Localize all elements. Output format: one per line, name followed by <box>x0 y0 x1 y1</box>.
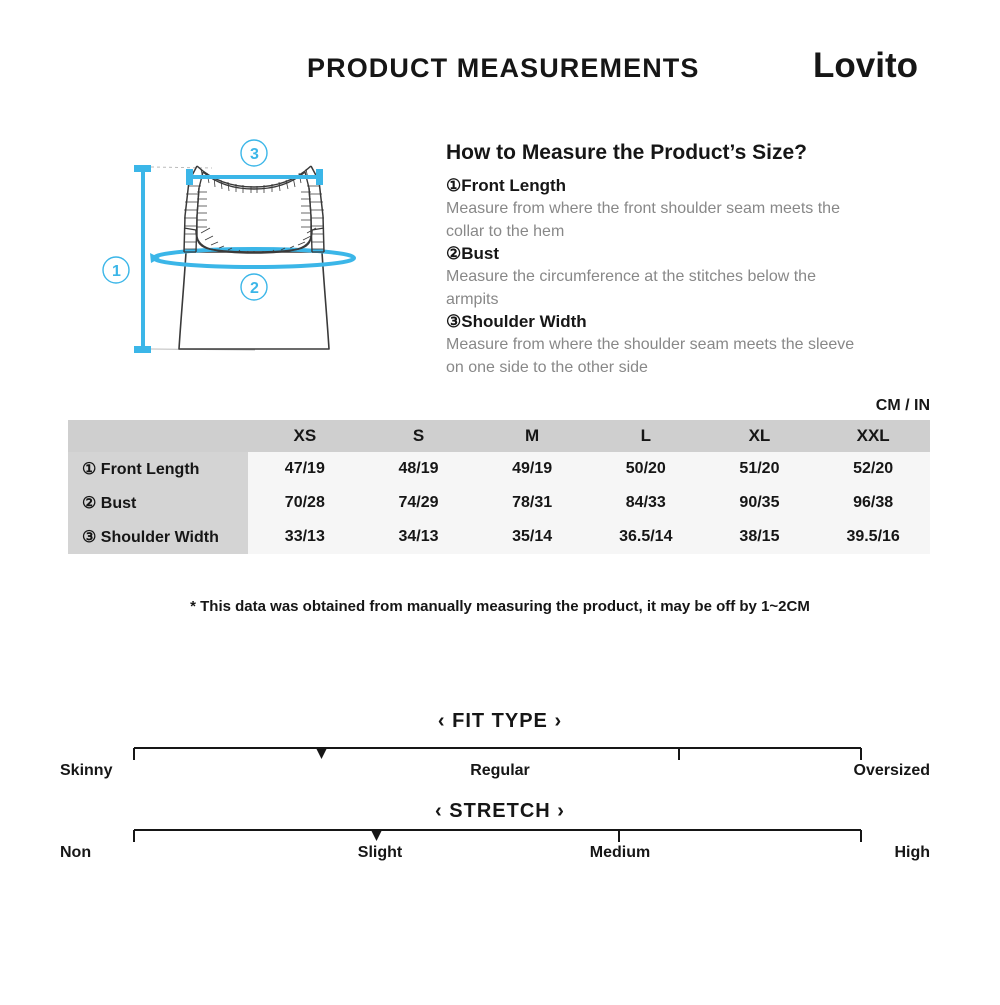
svg-text:1: 1 <box>112 263 121 280</box>
svg-text:3: 3 <box>250 146 259 163</box>
svg-text:2: 2 <box>250 280 259 297</box>
